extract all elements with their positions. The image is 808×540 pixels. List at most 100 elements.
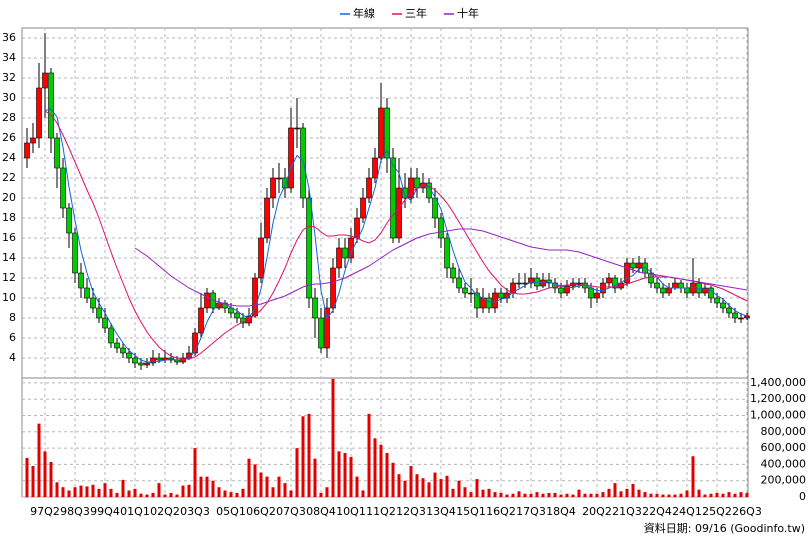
x-tick-label: 06Q2 (246, 505, 276, 518)
candle-body (726, 307, 732, 314)
volume-bar (25, 457, 29, 497)
x-tick-label: 26Q3 (732, 505, 762, 518)
candle-body (252, 277, 258, 317)
candle-body (114, 342, 120, 349)
y-tick-label: 34 (2, 51, 16, 64)
candle-body (150, 357, 156, 364)
volume-bar (565, 493, 569, 497)
candle-body (450, 267, 456, 279)
volume-bar (43, 451, 47, 497)
y-tick-label: 12 (2, 271, 16, 284)
candle-body (84, 287, 90, 299)
candle-body (648, 272, 654, 284)
volume-bar (157, 483, 161, 497)
y-tick-label: 26 (2, 131, 16, 144)
candle-body (462, 287, 468, 294)
x-tick-label: 07Q3 (276, 505, 306, 518)
volume-bar (373, 438, 377, 497)
volume-bar (163, 494, 167, 497)
volume-bar (73, 487, 77, 497)
volume-bar (37, 423, 41, 497)
volume-bar (553, 492, 557, 497)
x-tick-label: 12Q3 (396, 505, 426, 518)
candle-body (288, 127, 294, 189)
candle-body (660, 287, 666, 294)
volume-bar (91, 484, 95, 497)
volume-bar (679, 493, 683, 497)
volume-bar (463, 487, 467, 497)
volume-bar (637, 489, 641, 497)
candle-body (54, 137, 60, 169)
volume-bar (169, 492, 173, 497)
x-tick-label: 05Q1 (216, 505, 246, 518)
volume-bar (685, 490, 689, 497)
candle-body (624, 262, 630, 284)
candle-body (402, 187, 408, 199)
x-tick-label: 10Q1 (336, 505, 366, 518)
volume-bar (439, 479, 443, 497)
x-tick-label: 16Q2 (486, 505, 516, 518)
candle-body (498, 292, 504, 299)
y2-tick-label: 600,000 (761, 441, 807, 454)
volume-bar (433, 472, 437, 497)
volume-bar (67, 490, 71, 497)
volume-bar (493, 492, 497, 497)
y-tick-label: 10 (2, 291, 16, 304)
candle-body (564, 285, 570, 294)
volume-bar (691, 456, 695, 497)
candle-body (258, 237, 264, 279)
candle-body (636, 262, 642, 269)
volume-bar (547, 492, 551, 497)
candle-body (156, 357, 162, 361)
volume-bar (283, 483, 287, 497)
volume-bar (721, 493, 725, 497)
candle-body (330, 267, 336, 309)
volume-bar (397, 474, 401, 497)
candle-body (372, 157, 378, 179)
volume-bar (97, 488, 101, 497)
x-tick-label: 02Q2 (150, 505, 180, 518)
candle-body (96, 307, 102, 319)
volume-bar (529, 493, 533, 497)
candle-body (678, 282, 684, 289)
volume-bar (145, 494, 149, 497)
candle-body (126, 352, 132, 359)
y-tick-label: 4 (9, 351, 16, 364)
volume-bar (121, 479, 125, 497)
volume-bar (337, 451, 341, 497)
candle-body (90, 297, 96, 309)
y-tick-label: 36 (2, 31, 16, 44)
volume-bar (661, 494, 665, 497)
candle-body (120, 347, 126, 354)
volume-bar (559, 494, 563, 497)
candle-body (444, 237, 450, 269)
legend-label: 年線 (353, 6, 375, 20)
candle-body (138, 362, 144, 366)
volume-bar (181, 485, 185, 497)
volume-bar (307, 413, 311, 497)
x-tick-label: 98Q3 (60, 505, 90, 518)
volume-bar (607, 488, 611, 497)
volume-bar (217, 487, 221, 497)
y-tick-label: 24 (2, 151, 16, 164)
volume-bar (571, 494, 575, 497)
volume-bar (61, 487, 65, 497)
candle-body (270, 177, 276, 199)
y-tick-label: 20 (2, 191, 16, 204)
volume-bar (151, 492, 155, 497)
x-tick-label: 08Q4 (306, 505, 336, 518)
candle-body (306, 197, 312, 299)
candle-body (192, 332, 198, 354)
volume-bar (325, 487, 329, 497)
candle-body (366, 177, 372, 199)
volume-bar (595, 493, 599, 497)
y-tick-label: 22 (2, 171, 16, 184)
candle-body (276, 177, 282, 180)
candle-body (300, 127, 306, 199)
volume-bar (703, 494, 707, 497)
x-tick-label: 20Q2 (582, 505, 612, 518)
volume-bar (535, 492, 539, 497)
y-tick-label: 14 (2, 251, 16, 264)
volume-bar (367, 413, 371, 497)
volume-bar (349, 457, 353, 497)
